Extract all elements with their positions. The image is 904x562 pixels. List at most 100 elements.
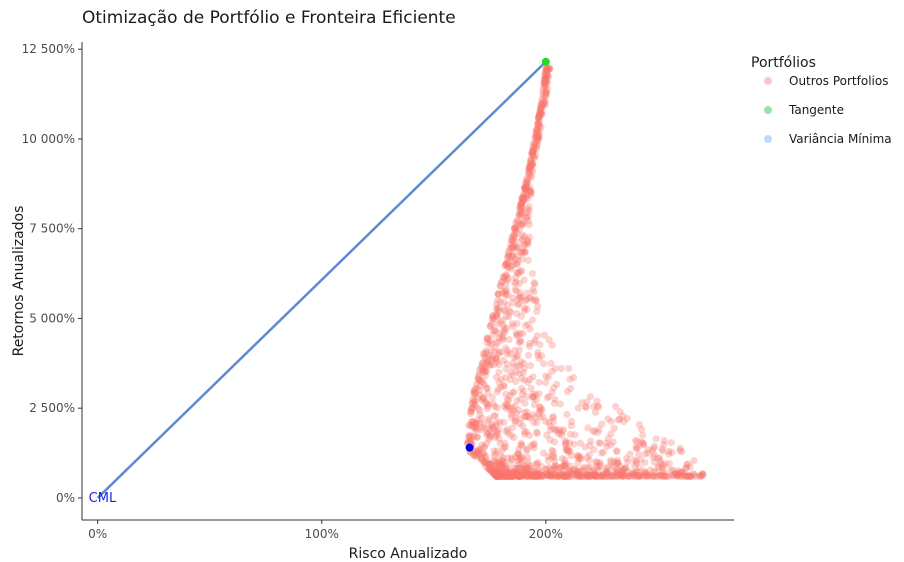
portfolio-point — [566, 462, 574, 470]
portfolio-point — [530, 472, 538, 480]
portfolio-point — [526, 187, 534, 196]
portfolio-point — [517, 221, 526, 229]
portfolio-point — [529, 167, 537, 175]
portfolio-point — [496, 469, 504, 477]
portfolio-point — [542, 88, 550, 96]
portfolio-point — [512, 278, 520, 286]
portfolio-point — [521, 241, 529, 249]
portfolio-point — [502, 390, 510, 398]
portfolio-point — [476, 419, 484, 427]
portfolio-point — [517, 201, 525, 209]
portfolio-point — [492, 428, 500, 436]
portfolio-point — [531, 470, 540, 478]
portfolio-point — [487, 347, 495, 355]
portfolio-point — [538, 103, 546, 111]
portfolio-point — [473, 453, 481, 461]
portfolio-point — [517, 395, 525, 404]
portfolio-point — [501, 307, 509, 315]
portfolio-point — [485, 460, 493, 468]
portfolio-point — [514, 450, 522, 458]
portfolio-point — [529, 149, 537, 157]
portfolio-point — [525, 203, 533, 211]
portfolio-point — [540, 360, 548, 368]
portfolio-point — [490, 470, 498, 478]
portfolio-point — [684, 472, 692, 480]
portfolio-point — [505, 247, 513, 255]
portfolio-point — [514, 331, 522, 339]
portfolio-point — [536, 122, 544, 130]
portfolio-point — [503, 401, 511, 410]
portfolio-point — [469, 418, 477, 426]
portfolio-point — [535, 119, 543, 127]
portfolio-point — [515, 450, 523, 458]
portfolio-point — [590, 446, 598, 454]
portfolio-point — [632, 457, 641, 465]
portfolio-point — [616, 408, 624, 416]
portfolio-point — [532, 133, 540, 142]
legend-label: Outros Portfolios — [789, 74, 888, 88]
portfolio-point — [561, 460, 569, 468]
portfolio-point — [520, 462, 529, 470]
portfolio-point — [492, 462, 500, 470]
portfolio-point — [523, 213, 531, 221]
portfolio-point — [515, 269, 523, 277]
portfolio-point — [467, 437, 475, 445]
portfolio-point — [509, 359, 517, 367]
portfolio-point — [476, 452, 484, 461]
portfolio-point — [548, 453, 556, 461]
portfolio-point — [497, 348, 505, 356]
portfolio-point — [565, 472, 573, 480]
portfolio-point — [555, 430, 563, 438]
portfolio-point — [493, 358, 501, 366]
portfolio-point — [483, 335, 491, 343]
portfolio-point — [492, 327, 500, 335]
portfolio-point — [524, 351, 533, 359]
portfolio-point — [535, 111, 543, 119]
portfolio-point — [478, 396, 486, 405]
portfolio-point — [493, 312, 501, 320]
portfolio-point — [514, 457, 522, 465]
portfolio-point — [527, 188, 535, 196]
portfolio-point — [520, 463, 528, 471]
portfolio-point — [516, 329, 524, 338]
portfolio-point — [602, 465, 610, 473]
portfolio-point — [525, 471, 533, 479]
portfolio-point — [534, 348, 542, 356]
portfolio-point — [674, 470, 682, 479]
portfolio-point — [499, 273, 507, 281]
portfolio-point — [632, 459, 641, 467]
portfolio-point — [469, 418, 477, 426]
portfolio-point — [497, 472, 505, 480]
portfolio-point — [528, 472, 536, 480]
portfolio-point — [681, 472, 689, 480]
portfolio-point — [544, 472, 552, 480]
legend-key — [764, 106, 772, 114]
portfolio-point — [672, 472, 681, 480]
portfolio-point — [495, 360, 503, 369]
portfolio-point — [610, 469, 618, 477]
portfolio-point — [582, 470, 590, 478]
portfolio-point — [690, 471, 698, 479]
portfolio-point — [598, 471, 607, 479]
portfolio-point — [667, 466, 675, 474]
portfolio-point — [531, 338, 539, 346]
portfolio-point — [526, 325, 534, 333]
portfolio-point — [591, 408, 600, 416]
portfolio-point — [482, 462, 490, 470]
portfolio-point — [468, 421, 476, 429]
portfolio-point — [494, 290, 502, 299]
portfolio-point — [613, 472, 621, 480]
portfolio-point — [503, 275, 511, 284]
portfolio-point — [523, 393, 531, 401]
portfolio-point — [560, 471, 568, 479]
portfolio-point — [499, 464, 507, 473]
portfolio-point — [521, 247, 529, 255]
portfolio-point — [567, 384, 575, 393]
portfolio-point — [521, 468, 529, 477]
portfolio-point — [489, 469, 497, 477]
portfolio-point — [494, 471, 502, 479]
portfolio-point — [682, 464, 690, 472]
portfolio-point — [520, 364, 528, 372]
portfolio-point — [609, 472, 617, 480]
portfolio-point — [555, 472, 564, 480]
